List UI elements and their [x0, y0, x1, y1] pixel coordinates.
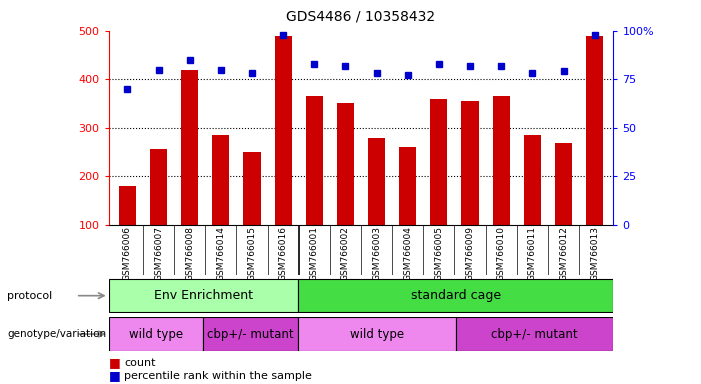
- Text: GDS4486 / 10358432: GDS4486 / 10358432: [287, 10, 435, 23]
- Text: GSM766013: GSM766013: [590, 226, 599, 281]
- Text: cbp+/- mutant: cbp+/- mutant: [491, 328, 578, 341]
- Text: GSM766009: GSM766009: [465, 226, 475, 281]
- Bar: [298, 318, 456, 351]
- Text: wild type: wild type: [350, 328, 404, 341]
- Text: Env Enrichment: Env Enrichment: [154, 289, 253, 302]
- Text: ■: ■: [109, 369, 121, 382]
- Bar: [109, 318, 203, 351]
- Bar: [524, 135, 541, 225]
- Bar: [399, 147, 416, 225]
- Text: percentile rank within the sample: percentile rank within the sample: [124, 371, 312, 381]
- Bar: [212, 135, 229, 225]
- Bar: [306, 96, 323, 225]
- Text: GSM766007: GSM766007: [154, 226, 163, 281]
- Bar: [181, 70, 198, 225]
- Bar: [275, 36, 292, 225]
- Text: GSM766005: GSM766005: [435, 226, 444, 281]
- Text: wild type: wild type: [129, 328, 183, 341]
- Bar: [555, 143, 572, 225]
- Text: count: count: [124, 358, 156, 368]
- Bar: [118, 186, 136, 225]
- Text: GSM766010: GSM766010: [497, 226, 505, 281]
- Text: GSM766012: GSM766012: [559, 226, 568, 281]
- Bar: [243, 152, 261, 225]
- Text: GSM766016: GSM766016: [278, 226, 287, 281]
- Text: protocol: protocol: [7, 291, 53, 301]
- Bar: [461, 101, 479, 225]
- Text: GSM766014: GSM766014: [217, 226, 225, 281]
- Text: GSM766006: GSM766006: [123, 226, 132, 281]
- Text: GSM766004: GSM766004: [403, 226, 412, 281]
- Text: GSM766003: GSM766003: [372, 226, 381, 281]
- Text: GSM766008: GSM766008: [185, 226, 194, 281]
- Text: cbp+/- mutant: cbp+/- mutant: [207, 328, 294, 341]
- Text: GSM766011: GSM766011: [528, 226, 537, 281]
- Bar: [586, 36, 604, 225]
- Text: ■: ■: [109, 356, 121, 369]
- Text: standard cage: standard cage: [411, 289, 501, 302]
- Bar: [298, 279, 613, 312]
- Bar: [337, 103, 354, 225]
- Bar: [150, 149, 167, 225]
- Bar: [493, 96, 510, 225]
- Bar: [368, 138, 385, 225]
- Bar: [430, 99, 447, 225]
- Bar: [203, 318, 298, 351]
- Bar: [109, 279, 298, 312]
- Bar: [456, 318, 613, 351]
- Text: genotype/variation: genotype/variation: [7, 329, 106, 339]
- Text: GSM766001: GSM766001: [310, 226, 319, 281]
- Text: GSM766015: GSM766015: [247, 226, 257, 281]
- Text: GSM766002: GSM766002: [341, 226, 350, 281]
